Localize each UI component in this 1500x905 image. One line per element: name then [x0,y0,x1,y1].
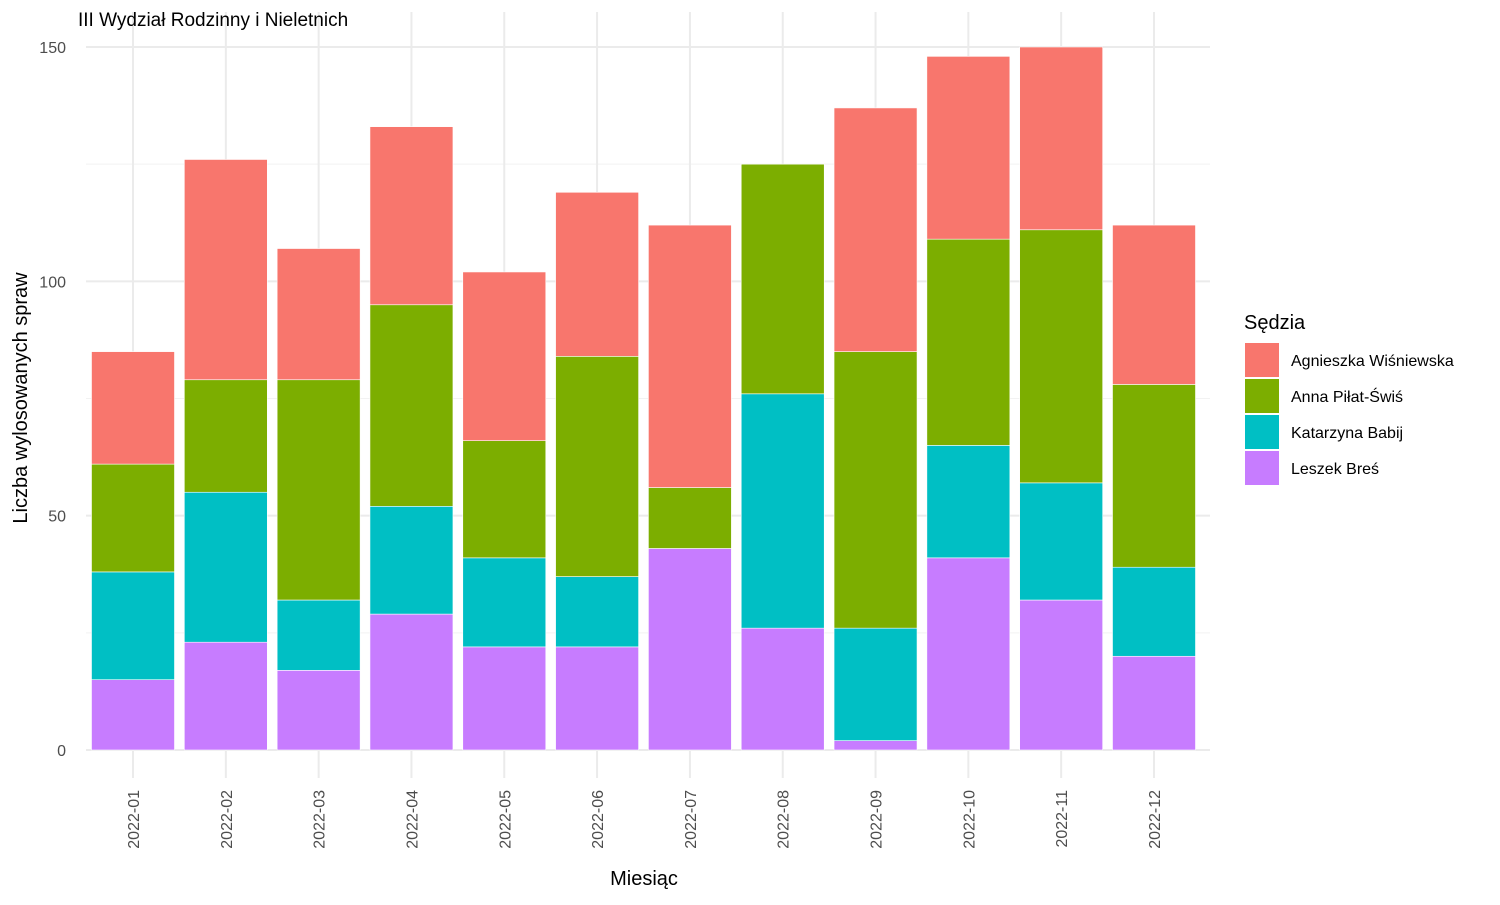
bar-segment [648,548,732,751]
bar-segment [833,107,918,352]
bar-segment [833,627,918,741]
x-axis-label: Miesiąc [610,868,678,890]
bar-segment [833,740,918,751]
bar-segment [369,613,454,751]
y-tick-labels: 0 50 100 150 [39,40,66,760]
bar-segment [184,491,268,643]
bar-segment [462,646,547,751]
legend-label: Leszek Breś [1291,461,1379,478]
legend-title: Sędzia [1244,312,1306,334]
bar-segment [276,379,361,601]
y-tick-label: 100 [39,274,66,291]
bar-segment [1019,229,1103,484]
bar-segment [926,238,1011,446]
bar-segment [369,126,454,306]
legend-label: Katarzyna Babij [1291,425,1403,442]
x-tick-label: 2022-10 [961,790,978,849]
bar-segment [369,505,454,615]
bar-segment [276,599,361,671]
chart-title: III Wydział Rodzinny i Nieletnich [78,10,348,31]
x-tick-label: 2022-07 [683,790,700,849]
bar-segment [740,627,825,751]
x-tick-label: 2022-12 [1147,790,1164,849]
bar-segment [1112,224,1196,385]
bar-segment [462,557,547,648]
y-tick-label: 150 [39,40,66,57]
bar-segment [91,351,175,465]
bar-segment [555,646,639,751]
bar-segment [555,191,639,357]
x-tick-label: 2022-09 [869,790,886,849]
legend-swatch [1245,379,1279,413]
legend-label: Anna Piłat-Świś [1291,387,1403,406]
y-axis-label: Liczba wylosowanych spraw [10,272,32,524]
bar-segment [91,679,175,751]
bar-segment [740,163,825,395]
bar-segment [276,248,361,381]
x-tick-labels: 2022-01 2022-02 2022-03 2022-04 2022-05 2022-… [126,790,1164,849]
bar-segment [462,271,547,441]
bar-segment [648,224,732,488]
x-tick-label: 2022-02 [219,790,236,849]
x-tick-label: 2022-03 [312,790,329,849]
bar-segment [91,463,175,573]
bar-segment [555,356,639,577]
legend-swatch [1245,415,1279,449]
bar-segment [926,56,1011,240]
bar-segment [1112,566,1196,657]
y-tick-label: 0 [57,743,66,760]
bar-segment [1019,599,1103,751]
x-tick-label: 2022-01 [126,790,143,849]
bar-segment [276,670,361,751]
legend-swatch [1245,343,1279,377]
legend-label: Agnieszka Wiśniewska [1291,353,1454,370]
bar-segment [740,393,825,629]
bar-segment [1112,384,1196,568]
legend: Sędzia Agnieszka Wiśniewska Anna Piłat-Św… [1244,312,1454,485]
x-tick-label: 2022-04 [404,790,421,849]
x-tick-label: 2022-06 [590,790,607,849]
x-tick-label: 2022-08 [776,790,793,849]
bar-segment [833,351,918,629]
bar-segment [555,576,639,648]
bar-segment [1019,482,1103,601]
x-tick-label: 2022-05 [497,790,514,849]
bar-segment [648,487,732,549]
bar-segment [926,445,1011,559]
bar-segment [184,641,268,751]
bar-segment [462,440,547,559]
bar-segment [184,159,268,381]
bar-segment [369,304,454,507]
bars [91,46,1196,751]
bar-segment [1019,46,1103,231]
bar-segment [91,571,175,681]
x-tick-label: 2022-11 [1054,790,1071,848]
bar-segment [1112,655,1196,751]
y-tick-label: 50 [48,509,66,526]
bar-segment [184,379,268,493]
bar-segment [926,557,1011,751]
legend-swatch [1245,451,1279,485]
